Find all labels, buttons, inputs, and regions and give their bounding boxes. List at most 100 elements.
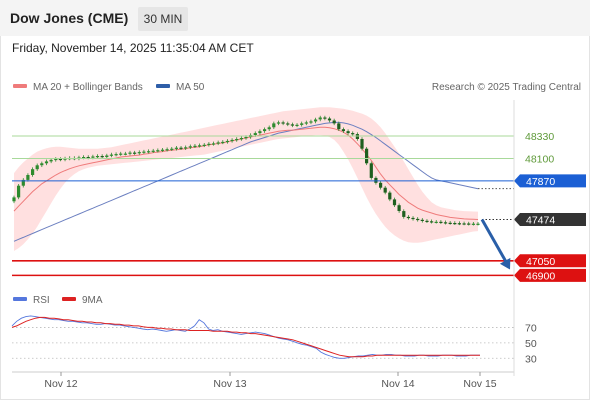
- candle-body: [402, 211, 406, 217]
- candle-body: [295, 124, 299, 126]
- level-tag-shape: [514, 254, 586, 268]
- candle-body: [207, 143, 211, 145]
- legend-ma20-swatch: [13, 84, 27, 88]
- candle-body: [202, 144, 206, 146]
- legend-rsi-label: RSI: [33, 295, 50, 306]
- rsi-tick-label-70: 70: [525, 322, 537, 334]
- candle-body: [304, 122, 308, 124]
- candle-body: [457, 223, 461, 225]
- legend-ma50-label: MA 50: [176, 82, 205, 93]
- x-tick-label: Nov 12: [44, 378, 77, 390]
- candle-body: [91, 156, 95, 158]
- level-tag-46900: 46900: [514, 268, 586, 282]
- candle-body: [420, 219, 424, 221]
- candle-body: [58, 158, 62, 161]
- candle-body: [35, 165, 39, 170]
- candle-body: [147, 151, 151, 153]
- candle-body: [379, 182, 383, 188]
- candle-body: [276, 122, 281, 124]
- candle-body: [351, 133, 355, 135]
- candle-body: [26, 175, 30, 180]
- candle-body: [434, 221, 438, 223]
- report-datetime: Friday, November 14, 2025 11:35:04 AM CE…: [12, 41, 254, 55]
- candle-body: [151, 150, 155, 152]
- candle-body: [263, 129, 267, 132]
- candle-body: [267, 127, 271, 130]
- candle-body: [86, 157, 90, 159]
- legend-9ma-swatch: [62, 297, 76, 301]
- candle-body: [462, 223, 466, 225]
- candle-body: [105, 155, 109, 157]
- level-tag-47474: 47474: [514, 212, 586, 226]
- candle-body: [476, 223, 480, 225]
- candle-body: [114, 154, 118, 156]
- legend-9ma-label: 9MA: [82, 295, 103, 306]
- candle-body: [258, 131, 262, 134]
- candle-body: [211, 143, 216, 145]
- bollinger-band-area: [14, 107, 478, 251]
- candle-body: [448, 222, 452, 224]
- level-label-48100: 48100: [525, 153, 554, 165]
- candle-body: [346, 131, 350, 134]
- candle-body: [133, 152, 137, 154]
- candle-body: [392, 199, 397, 206]
- rsi-ma-line: [11, 316, 480, 358]
- candle-body: [365, 148, 369, 164]
- level-tag-47050: 47050: [514, 254, 586, 268]
- credit-text: Research © 2025 Trading Central: [432, 82, 581, 93]
- candle-body: [54, 158, 58, 161]
- candle-body: [44, 161, 49, 164]
- candle-body: [290, 124, 294, 126]
- level-label-46900: 46900: [526, 270, 555, 282]
- candle-body: [12, 197, 16, 202]
- candle-body: [119, 153, 123, 155]
- candle-body: [439, 221, 443, 223]
- legend-ma20-label: MA 20 + Bollinger Bands: [33, 82, 143, 93]
- candle-body: [235, 139, 239, 141]
- candle-body: [314, 119, 318, 122]
- ma50-line: [13, 121, 479, 242]
- candle-body: [281, 122, 285, 124]
- candle-body: [95, 156, 100, 158]
- candle-body: [179, 147, 183, 149]
- candle-body: [425, 220, 429, 222]
- candle-body: [198, 145, 202, 147]
- level-tag-shape: [514, 268, 586, 282]
- candle-body: [318, 117, 322, 120]
- candle-body: [244, 137, 248, 139]
- level-label-48330: 48330: [525, 131, 554, 143]
- candle-body: [467, 223, 471, 225]
- candle-body: [31, 169, 35, 175]
- candle-body: [142, 151, 146, 153]
- candle-body: [225, 140, 229, 143]
- candle-body: [383, 187, 387, 193]
- candle-body: [286, 123, 290, 125]
- candle-body: [300, 123, 304, 125]
- header-bar: Dow Jones (CME) 30 MIN: [0, 0, 590, 36]
- candle-body: [411, 217, 415, 220]
- candle-body: [188, 146, 192, 148]
- candle-body: [406, 216, 410, 219]
- level-label-47474: 47474: [526, 214, 555, 226]
- candle-body: [21, 179, 25, 186]
- candle-body: [397, 205, 401, 211]
- candle-body: [374, 177, 378, 183]
- candle-body: [471, 223, 475, 225]
- forecast-arrow-shaft: [480, 218, 509, 265]
- candle-body: [184, 147, 188, 149]
- timeframe-badge[interactable]: 30 MIN: [138, 7, 188, 31]
- rsi-line: [11, 315, 480, 359]
- candle-body: [239, 138, 243, 140]
- candle-body: [221, 141, 225, 144]
- candle-body: [63, 158, 67, 160]
- level-tag-shape: [514, 174, 586, 188]
- candle-body: [174, 147, 178, 149]
- candle-body: [193, 145, 197, 147]
- candle-body: [332, 120, 336, 124]
- level-tag-shape: [514, 212, 586, 226]
- candle-body: [82, 157, 86, 159]
- candle-body: [253, 133, 257, 135]
- candle-body: [323, 117, 327, 119]
- candle-body: [160, 149, 165, 151]
- rsi-tick-label-50: 50: [525, 338, 537, 350]
